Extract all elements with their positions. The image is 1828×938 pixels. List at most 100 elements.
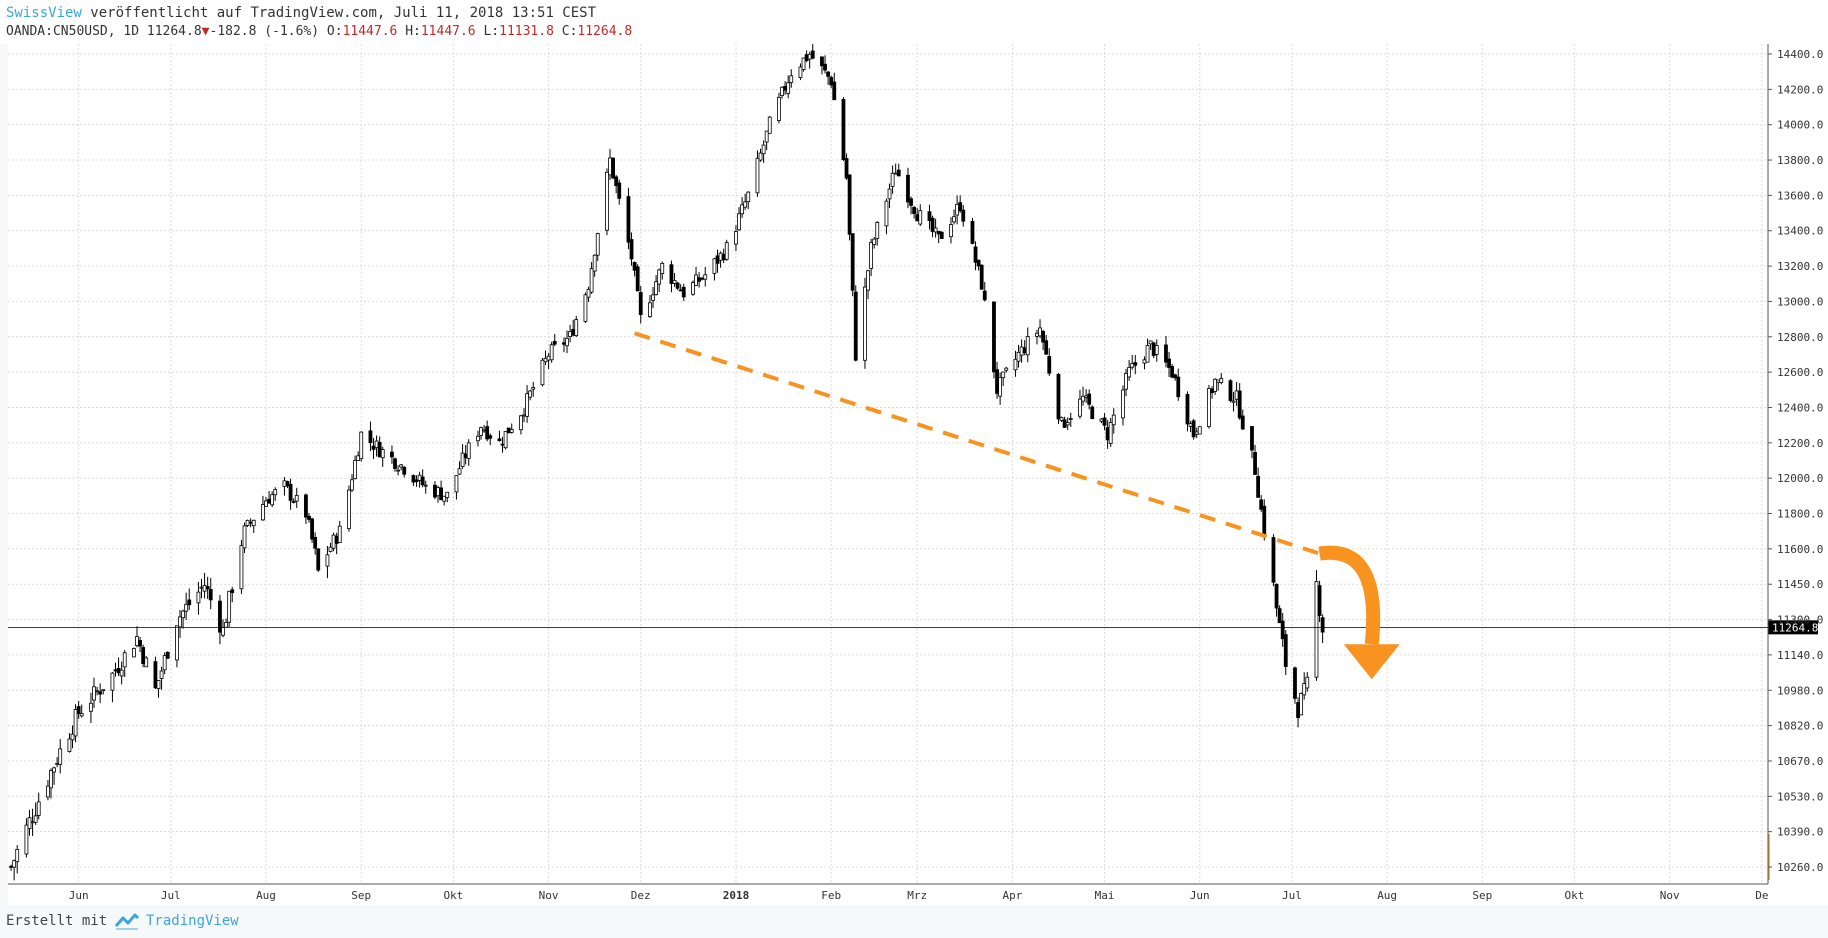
candle-body: [568, 331, 572, 337]
tradingview-logo-icon[interactable]: [114, 911, 140, 931]
y-tick-label: 13400.0: [1777, 225, 1823, 238]
candle-body: [503, 431, 508, 449]
candle-body: [101, 689, 106, 692]
plot-area[interactable]: [8, 44, 1768, 884]
candle-body: [230, 589, 235, 594]
candle-body: [1256, 475, 1261, 498]
candle-body: [1001, 371, 1006, 379]
candle-body: [1274, 583, 1279, 609]
candle-body: [488, 435, 493, 439]
author-link[interactable]: SwissView: [6, 5, 82, 21]
candle-body: [1041, 331, 1046, 343]
candle-body: [463, 453, 468, 459]
candle-body: [543, 357, 548, 363]
candle-body: [629, 239, 634, 260]
candle-body: [46, 785, 50, 798]
candle-body: [657, 269, 662, 285]
candle-body: [681, 286, 686, 298]
candle-body: [611, 157, 615, 179]
y-tick-label: 12800.0: [1777, 331, 1823, 344]
candle-body: [414, 479, 419, 483]
candle-body: [1016, 351, 1021, 362]
candle-body: [1154, 345, 1159, 355]
candle-body: [1056, 373, 1061, 420]
price-scale-area[interactable]: [1768, 44, 1828, 905]
candles: [9, 44, 1325, 881]
candle-body: [1105, 427, 1110, 441]
tradingview-link[interactable]: TradingView: [146, 913, 239, 929]
candle-body: [12, 860, 17, 868]
candle-body: [1250, 426, 1254, 451]
candle-body: [949, 224, 953, 238]
candle-body: [49, 770, 53, 789]
candle-body: [992, 301, 996, 373]
x-tick-label: Sep: [351, 889, 371, 902]
candle-body: [436, 487, 440, 497]
candle-body: [1142, 359, 1147, 364]
candle-body: [740, 204, 745, 215]
price-chart[interactable]: 11264.8 10260.0 10390.0 10530.0 10670.0 1082…: [0, 44, 1828, 905]
candle-body: [267, 498, 271, 504]
x-tick-label: De: [1755, 889, 1768, 902]
candle-body: [863, 286, 867, 361]
y-tick-label: 14200.0: [1777, 83, 1823, 96]
candle-body: [1173, 374, 1178, 379]
candle-body: [199, 586, 204, 589]
candle-body: [251, 519, 256, 527]
candle-body: [1022, 347, 1027, 354]
candle-body: [288, 484, 293, 501]
candle-body: [961, 209, 966, 222]
candle-body: [589, 268, 594, 293]
candle-body: [850, 233, 855, 291]
down-arrow-annotation-icon[interactable]: [1318, 545, 1381, 645]
candle-body: [261, 504, 265, 521]
candle-body: [912, 206, 917, 214]
y-tick-label: 10390.0: [1777, 826, 1823, 839]
candle-body: [958, 202, 963, 212]
candle-body: [73, 709, 78, 737]
candle-body: [522, 414, 526, 417]
candle-body: [196, 591, 201, 604]
arrow-head-icon: [1343, 644, 1400, 680]
candle-body: [915, 214, 920, 222]
y-tick-label: 12000.0: [1777, 472, 1823, 485]
candle-body: [801, 57, 806, 70]
x-tick-label: Apr: [1002, 889, 1022, 902]
candle-body: [1090, 406, 1095, 420]
footer: Erstellt mit TradingView: [0, 905, 1828, 938]
candle-body: [786, 82, 791, 94]
last-price-badge: [1768, 620, 1818, 635]
candle-body: [758, 152, 763, 161]
candle-body: [672, 279, 677, 284]
y-tick-label: 10820.0: [1777, 720, 1823, 733]
candle-body: [571, 329, 576, 336]
candle-body: [27, 817, 32, 829]
candle-body: [485, 426, 490, 440]
candle-body: [153, 661, 158, 689]
candle-body: [973, 246, 978, 263]
candle-body: [1191, 420, 1196, 438]
candle-body: [660, 262, 665, 274]
candle-body: [635, 266, 640, 292]
trendline[interactable]: [633, 331, 1321, 556]
time-scale-area[interactable]: [8, 884, 1768, 905]
candle-body: [162, 655, 167, 671]
candle-body: [724, 242, 729, 260]
candle-body: [525, 393, 529, 417]
y-tick-label: 11600.0: [1777, 543, 1823, 556]
candle-body: [482, 429, 486, 432]
x-tick-label: Nov: [539, 889, 559, 902]
candle-body: [33, 815, 38, 823]
candle-body: [221, 627, 225, 636]
candle-body: [95, 690, 99, 693]
change-text: -182.8 (-1.6%): [209, 24, 320, 39]
x-tick-label: Nov: [1660, 889, 1680, 902]
x-tick-label: Jul: [161, 889, 181, 902]
candle-body: [617, 182, 622, 199]
x-tick-label: Sep: [1472, 889, 1492, 902]
y-tick-label: 13800.0: [1777, 154, 1823, 167]
candle-body: [1062, 419, 1067, 428]
candle-body: [531, 387, 536, 390]
candle-body: [1004, 367, 1009, 371]
candle-body: [202, 585, 207, 592]
